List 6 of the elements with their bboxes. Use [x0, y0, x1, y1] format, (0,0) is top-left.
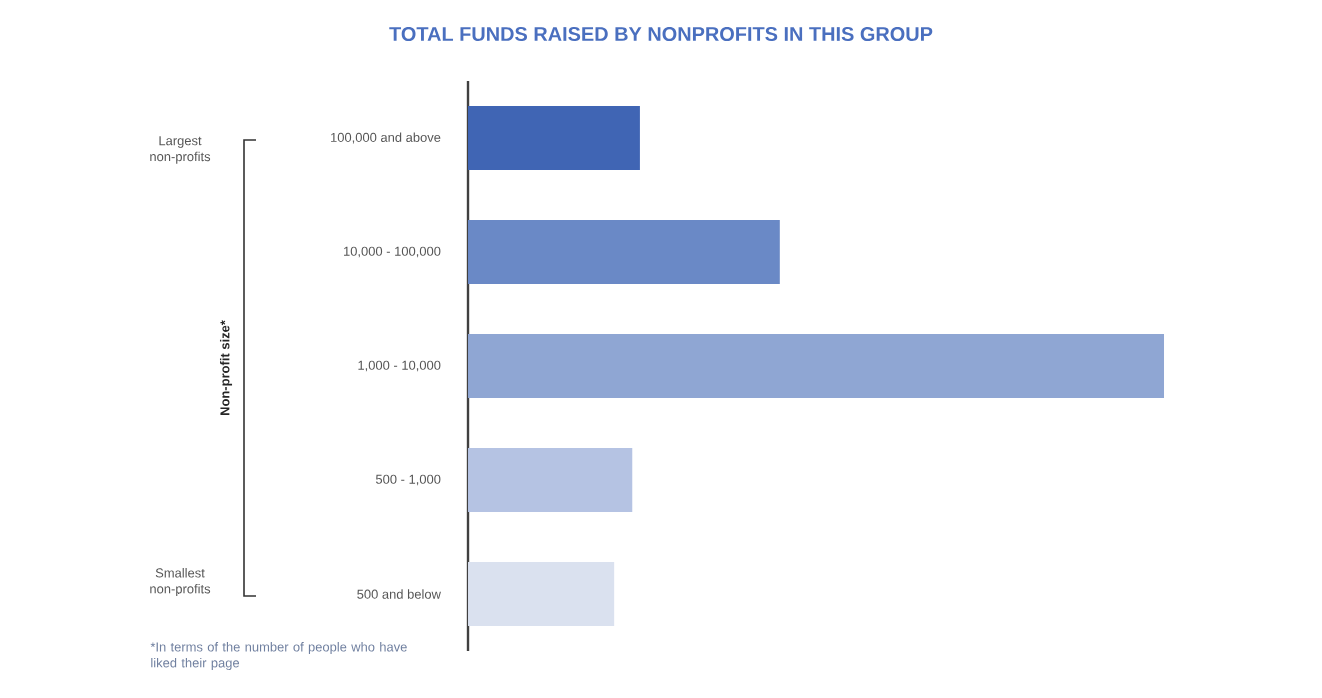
bar — [468, 448, 633, 513]
chart-title: TOTAL FUNDS RAISED BY NONPROFITS IN THIS GROUP — [389, 26, 933, 42]
bar — [468, 562, 615, 627]
bar — [468, 220, 780, 285]
bar — [468, 106, 640, 171]
bar — [468, 334, 1165, 399]
